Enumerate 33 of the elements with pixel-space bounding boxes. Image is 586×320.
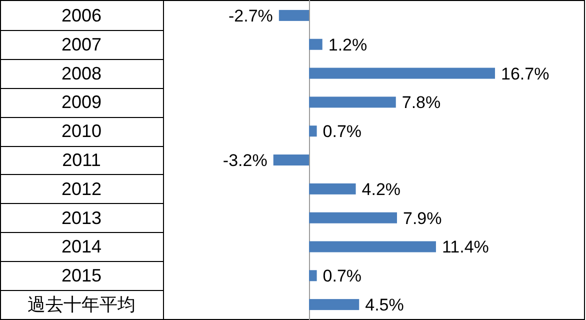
bar [278, 10, 309, 21]
data-label: 7.9% [402, 208, 442, 228]
bar [309, 212, 397, 224]
data-label: 16.7% [501, 64, 550, 84]
y-tick-label: 過去十年平均 [28, 294, 136, 315]
y-tick-label: 2014 [61, 236, 102, 257]
y-tick-label: 2011 [62, 150, 101, 170]
y-tick-label: 2008 [61, 63, 102, 84]
y-tick-label: 2009 [61, 92, 102, 112]
data-label: 4.5% [365, 296, 404, 315]
y-tick-label: 2010 [61, 121, 102, 142]
bar [309, 96, 396, 108]
data-label: 4.2% [362, 180, 401, 199]
y-tick-label: 2015 [61, 266, 102, 286]
y-tick-label: 2012 [61, 178, 102, 199]
data-label: 11.4% [442, 238, 489, 257]
bar [309, 38, 322, 50]
data-label: 0.7% [322, 266, 362, 286]
data-label: 1.2% [328, 35, 368, 54]
data-label: 0.7% [322, 122, 362, 142]
data-label: -3.2% [222, 151, 268, 170]
bar [309, 126, 317, 137]
bar [309, 183, 356, 194]
y-tick-label: 2007 [61, 34, 102, 54]
y-tick-label: 2006 [61, 5, 102, 26]
y-tick-label: 2013 [61, 208, 102, 228]
bar [309, 270, 317, 282]
bar [309, 241, 436, 252]
bar [309, 68, 495, 79]
bar [273, 154, 309, 166]
data-label: -2.7% [228, 6, 273, 26]
data-label: 7.8% [402, 93, 441, 112]
bar [309, 299, 360, 310]
